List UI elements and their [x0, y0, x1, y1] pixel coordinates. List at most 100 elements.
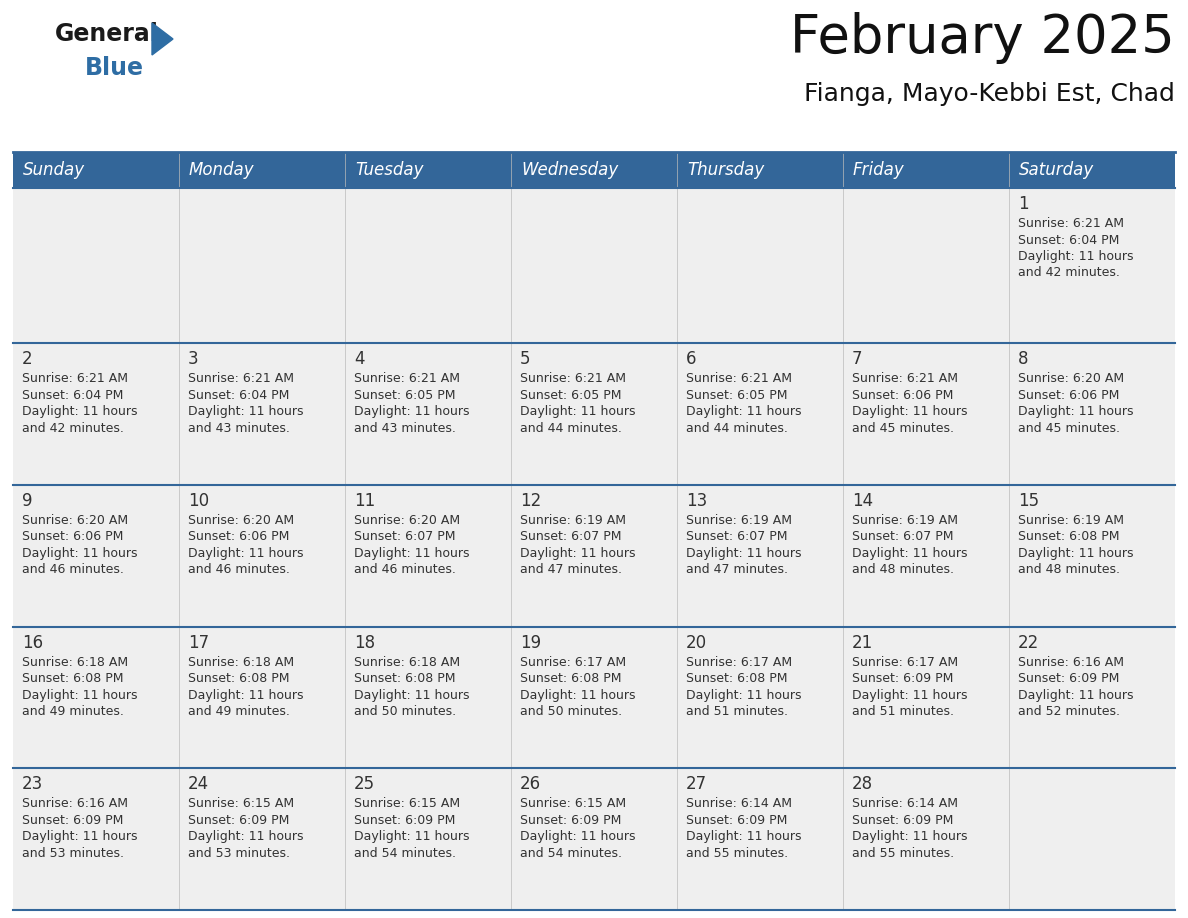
Text: Daylight: 11 hours: Daylight: 11 hours — [1018, 250, 1133, 263]
Bar — [13, 627, 1175, 768]
Text: and 55 minutes.: and 55 minutes. — [852, 846, 954, 860]
Text: Sunset: 6:05 PM: Sunset: 6:05 PM — [354, 388, 455, 402]
Text: Daylight: 11 hours: Daylight: 11 hours — [23, 405, 138, 419]
Text: Blue: Blue — [86, 56, 144, 80]
Text: and 47 minutes.: and 47 minutes. — [685, 564, 788, 577]
Bar — [13, 768, 1175, 910]
Text: Daylight: 11 hours: Daylight: 11 hours — [1018, 688, 1133, 701]
Text: and 42 minutes.: and 42 minutes. — [23, 421, 124, 435]
Polygon shape — [152, 23, 173, 55]
Text: Daylight: 11 hours: Daylight: 11 hours — [520, 547, 636, 560]
Text: 12: 12 — [520, 492, 542, 509]
Text: and 52 minutes.: and 52 minutes. — [1018, 705, 1120, 718]
Text: Sunset: 6:07 PM: Sunset: 6:07 PM — [520, 531, 621, 543]
Text: Daylight: 11 hours: Daylight: 11 hours — [520, 830, 636, 844]
Text: and 49 minutes.: and 49 minutes. — [188, 705, 290, 718]
Text: 26: 26 — [520, 776, 541, 793]
Text: Sunrise: 6:21 AM: Sunrise: 6:21 AM — [188, 372, 293, 386]
Bar — [13, 188, 1175, 343]
Text: Wednesday: Wednesday — [522, 161, 618, 179]
Text: Sunrise: 6:19 AM: Sunrise: 6:19 AM — [685, 514, 792, 527]
Text: Daylight: 11 hours: Daylight: 11 hours — [188, 547, 303, 560]
Text: Sunset: 6:09 PM: Sunset: 6:09 PM — [520, 814, 621, 827]
Text: Sunset: 6:07 PM: Sunset: 6:07 PM — [685, 531, 788, 543]
Text: Sunset: 6:08 PM: Sunset: 6:08 PM — [1018, 531, 1119, 543]
Text: Sunset: 6:06 PM: Sunset: 6:06 PM — [23, 531, 124, 543]
Text: and 48 minutes.: and 48 minutes. — [1018, 564, 1120, 577]
Text: and 50 minutes.: and 50 minutes. — [354, 705, 456, 718]
Text: and 46 minutes.: and 46 minutes. — [23, 564, 124, 577]
Text: and 55 minutes.: and 55 minutes. — [685, 846, 788, 860]
Text: Daylight: 11 hours: Daylight: 11 hours — [685, 830, 802, 844]
Text: Daylight: 11 hours: Daylight: 11 hours — [852, 405, 967, 419]
Text: Daylight: 11 hours: Daylight: 11 hours — [354, 688, 469, 701]
Text: Sunrise: 6:17 AM: Sunrise: 6:17 AM — [685, 655, 792, 668]
Text: February 2025: February 2025 — [790, 12, 1175, 64]
Text: Saturday: Saturday — [1019, 161, 1094, 179]
Text: Sunrise: 6:16 AM: Sunrise: 6:16 AM — [1018, 655, 1124, 668]
Text: Sunrise: 6:21 AM: Sunrise: 6:21 AM — [520, 372, 626, 386]
Text: and 44 minutes.: and 44 minutes. — [685, 421, 788, 435]
Text: 28: 28 — [852, 776, 873, 793]
Text: Daylight: 11 hours: Daylight: 11 hours — [852, 830, 967, 844]
Text: and 46 minutes.: and 46 minutes. — [354, 564, 456, 577]
Text: Sunset: 6:09 PM: Sunset: 6:09 PM — [188, 814, 290, 827]
Text: Sunrise: 6:20 AM: Sunrise: 6:20 AM — [354, 514, 460, 527]
Text: Daylight: 11 hours: Daylight: 11 hours — [520, 405, 636, 419]
Text: 13: 13 — [685, 492, 707, 509]
Text: 1: 1 — [1018, 195, 1029, 213]
Text: Daylight: 11 hours: Daylight: 11 hours — [188, 405, 303, 419]
Text: Sunset: 6:09 PM: Sunset: 6:09 PM — [852, 672, 954, 685]
Text: Sunset: 6:08 PM: Sunset: 6:08 PM — [188, 672, 290, 685]
Bar — [13, 343, 1175, 485]
Text: Sunrise: 6:20 AM: Sunrise: 6:20 AM — [1018, 372, 1124, 386]
Text: Sunrise: 6:15 AM: Sunrise: 6:15 AM — [354, 798, 460, 811]
Text: Sunrise: 6:19 AM: Sunrise: 6:19 AM — [852, 514, 958, 527]
Text: Sunrise: 6:18 AM: Sunrise: 6:18 AM — [354, 655, 460, 668]
Text: and 43 minutes.: and 43 minutes. — [354, 421, 456, 435]
Text: 20: 20 — [685, 633, 707, 652]
Text: Sunset: 6:08 PM: Sunset: 6:08 PM — [354, 672, 455, 685]
Text: Sunrise: 6:18 AM: Sunrise: 6:18 AM — [188, 655, 295, 668]
Text: Daylight: 11 hours: Daylight: 11 hours — [23, 547, 138, 560]
Text: Sunrise: 6:17 AM: Sunrise: 6:17 AM — [520, 655, 626, 668]
Text: Sunset: 6:09 PM: Sunset: 6:09 PM — [1018, 672, 1119, 685]
Text: and 48 minutes.: and 48 minutes. — [852, 564, 954, 577]
Bar — [13, 152, 1175, 188]
Text: and 53 minutes.: and 53 minutes. — [23, 846, 124, 860]
Text: 8: 8 — [1018, 351, 1029, 368]
Bar — [13, 485, 1175, 627]
Text: and 51 minutes.: and 51 minutes. — [685, 705, 788, 718]
Text: Sunset: 6:07 PM: Sunset: 6:07 PM — [354, 531, 455, 543]
Text: and 46 minutes.: and 46 minutes. — [188, 564, 290, 577]
Text: Sunrise: 6:21 AM: Sunrise: 6:21 AM — [852, 372, 958, 386]
Text: 21: 21 — [852, 633, 873, 652]
Text: 17: 17 — [188, 633, 209, 652]
Text: and 43 minutes.: and 43 minutes. — [188, 421, 290, 435]
Text: 14: 14 — [852, 492, 873, 509]
Text: Sunset: 6:09 PM: Sunset: 6:09 PM — [23, 814, 124, 827]
Text: General: General — [55, 22, 159, 46]
Text: 24: 24 — [188, 776, 209, 793]
Text: Tuesday: Tuesday — [355, 161, 423, 179]
Text: Sunrise: 6:16 AM: Sunrise: 6:16 AM — [23, 798, 128, 811]
Text: Daylight: 11 hours: Daylight: 11 hours — [1018, 547, 1133, 560]
Text: and 49 minutes.: and 49 minutes. — [23, 705, 124, 718]
Text: Sunset: 6:06 PM: Sunset: 6:06 PM — [1018, 388, 1119, 402]
Text: Sunset: 6:06 PM: Sunset: 6:06 PM — [188, 531, 290, 543]
Text: Daylight: 11 hours: Daylight: 11 hours — [520, 688, 636, 701]
Text: Sunset: 6:04 PM: Sunset: 6:04 PM — [23, 388, 124, 402]
Text: Sunrise: 6:18 AM: Sunrise: 6:18 AM — [23, 655, 128, 668]
Text: Sunset: 6:05 PM: Sunset: 6:05 PM — [520, 388, 621, 402]
Text: 6: 6 — [685, 351, 696, 368]
Text: Thursday: Thursday — [687, 161, 764, 179]
Text: Sunrise: 6:19 AM: Sunrise: 6:19 AM — [1018, 514, 1124, 527]
Text: Daylight: 11 hours: Daylight: 11 hours — [852, 688, 967, 701]
Text: Sunrise: 6:21 AM: Sunrise: 6:21 AM — [1018, 217, 1124, 230]
Text: and 42 minutes.: and 42 minutes. — [1018, 266, 1120, 279]
Text: Daylight: 11 hours: Daylight: 11 hours — [23, 830, 138, 844]
Text: 11: 11 — [354, 492, 375, 509]
Text: 5: 5 — [520, 351, 531, 368]
Text: 15: 15 — [1018, 492, 1040, 509]
Text: Sunrise: 6:15 AM: Sunrise: 6:15 AM — [188, 798, 295, 811]
